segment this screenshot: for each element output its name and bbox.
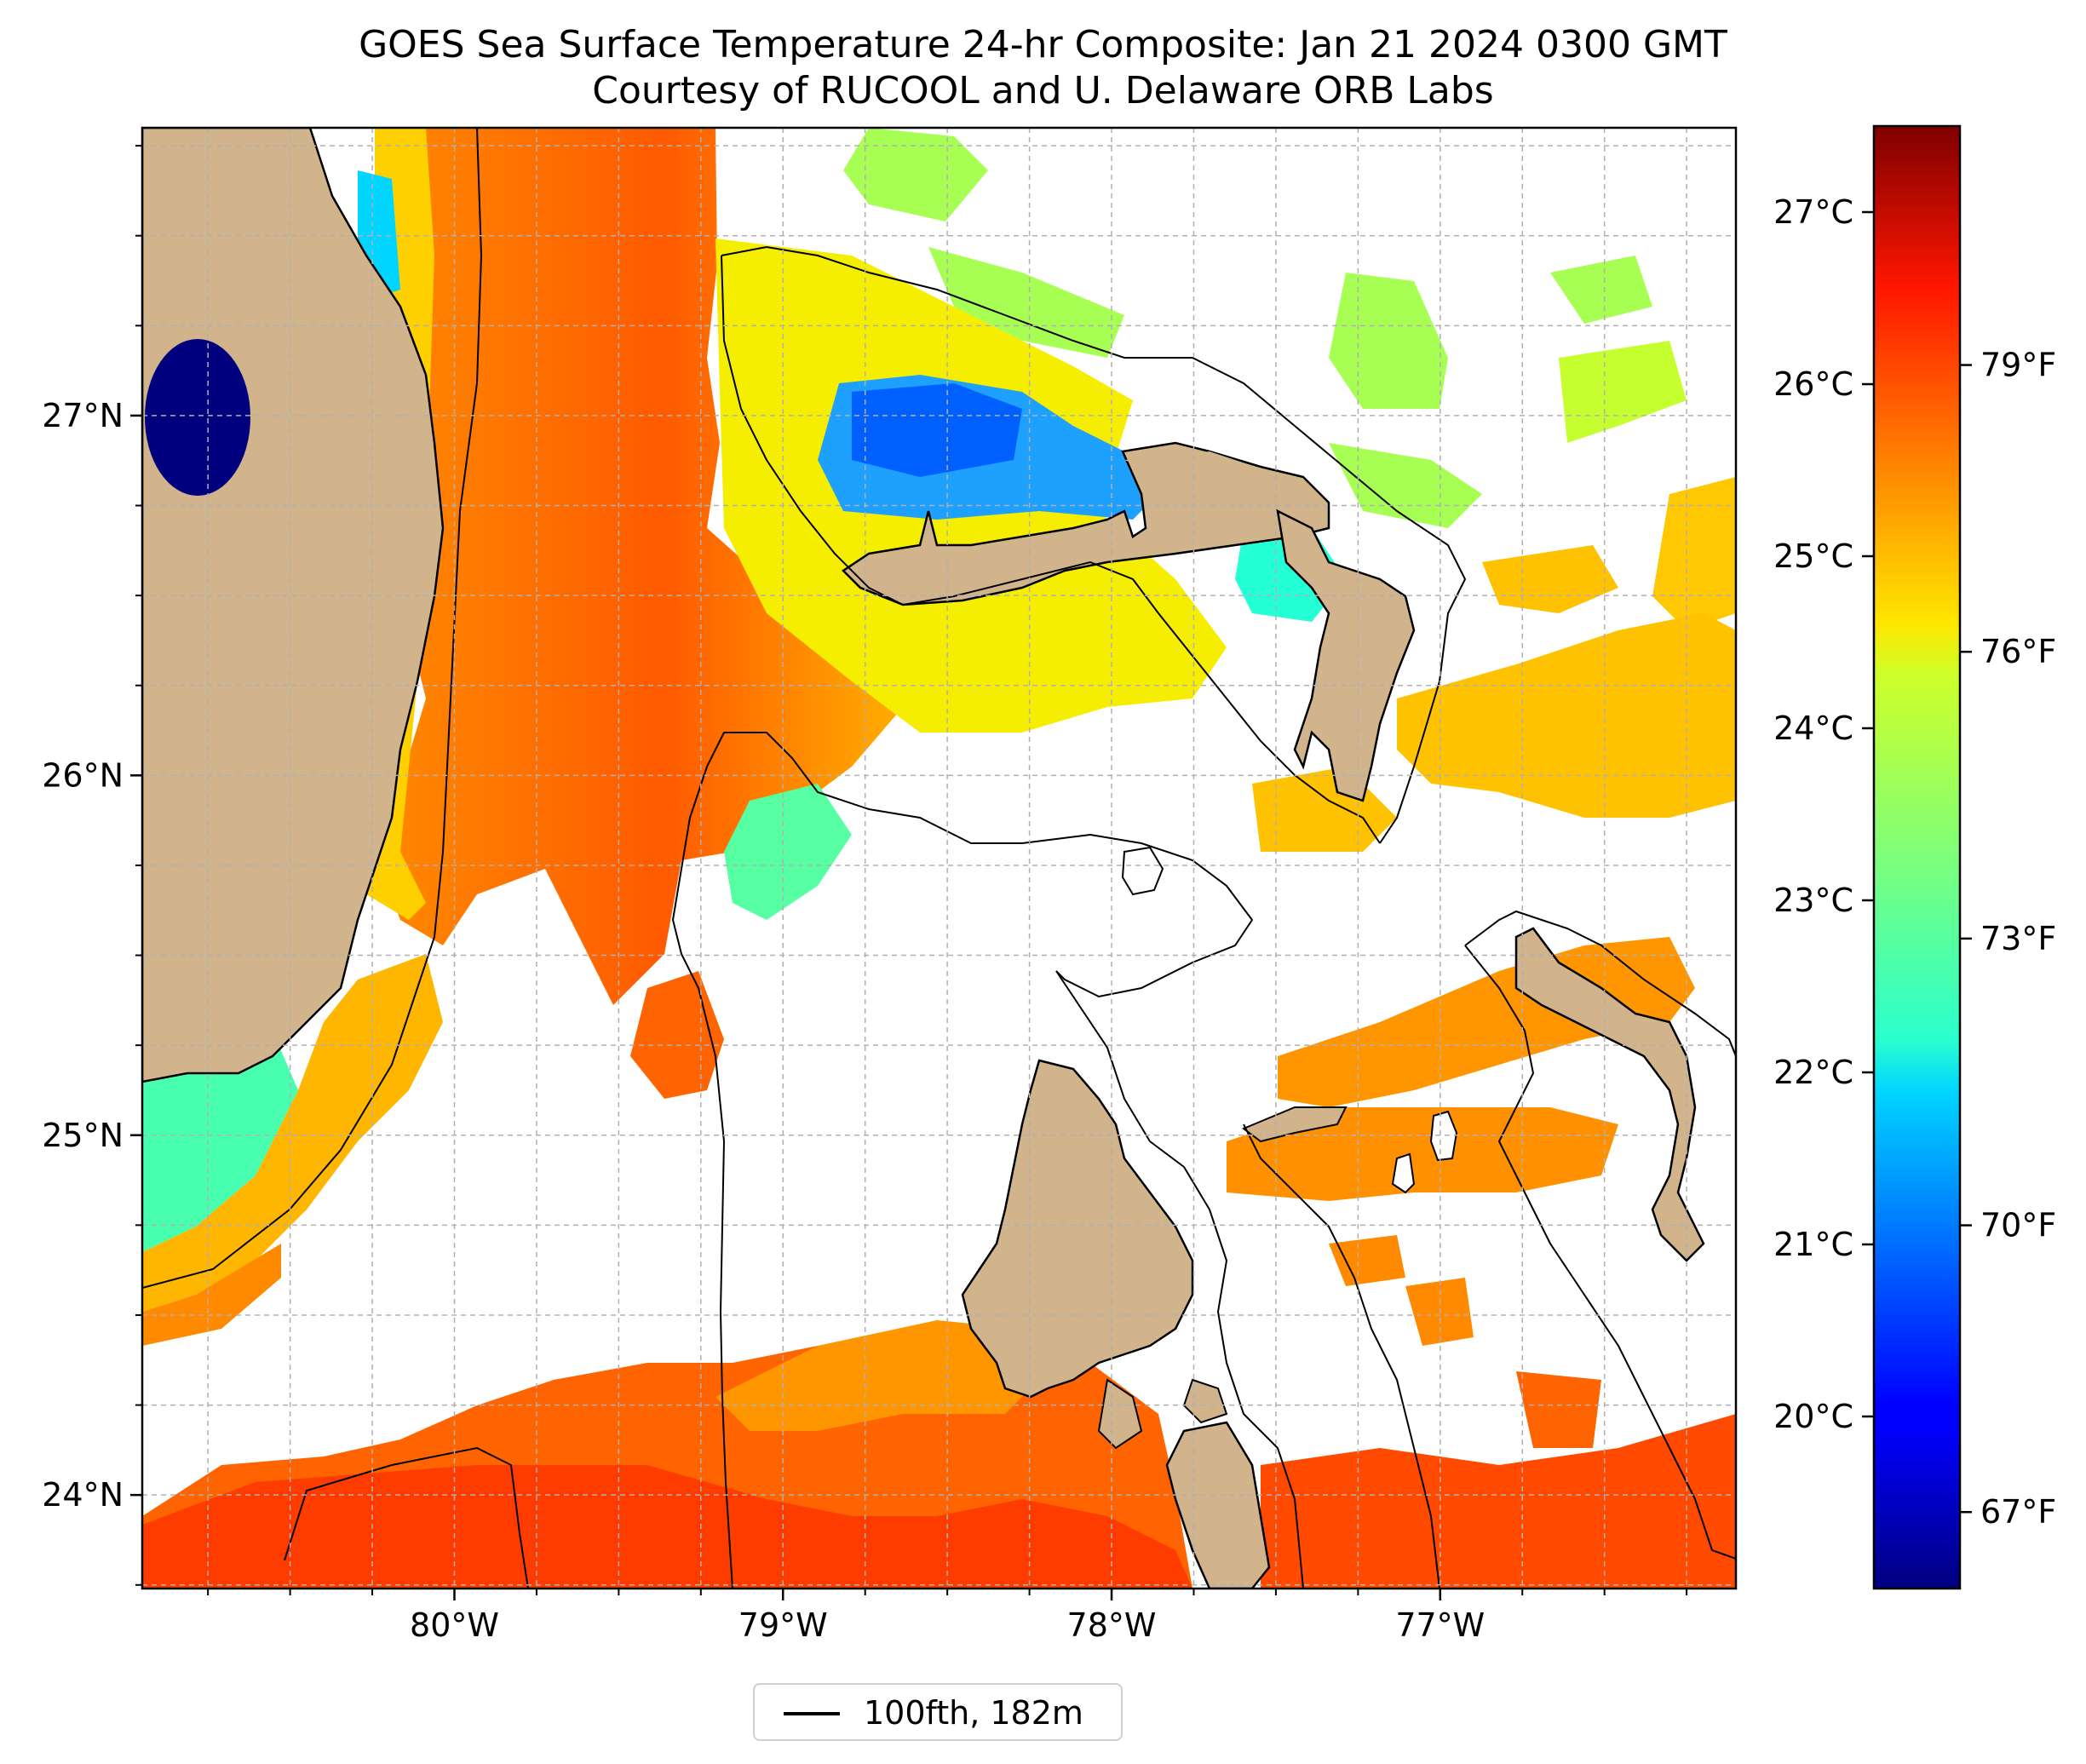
- map-frame: [141, 126, 1738, 1590]
- colorbar-f-label: 73°F: [1980, 920, 2056, 957]
- colorbar-c-label: 26°C: [1773, 365, 1853, 403]
- colorbar-f-label: 67°F: [1980, 1493, 2056, 1531]
- colorbar-c-label: 22°C: [1773, 1054, 1853, 1091]
- colorbar-c-label: 23°C: [1773, 882, 1853, 919]
- map-title: GOES Sea Surface Temperature 24-hr Compo…: [359, 23, 1727, 66]
- colorbar-c-label: 27°C: [1773, 193, 1853, 231]
- andros-land: [961, 1059, 1194, 1399]
- lat-tick-label: 25°N: [42, 1117, 124, 1154]
- gridlines: [142, 128, 1736, 1589]
- colorbar: [1872, 124, 1962, 1590]
- lon-tick-label: 77°W: [1395, 1606, 1485, 1644]
- isobath-100fth: [142, 128, 1736, 1589]
- legend: 100fth, 182m: [753, 1683, 1123, 1741]
- colorbar-c-label: 24°C: [1773, 710, 1853, 747]
- lat-tick-label: 27°N: [42, 397, 124, 434]
- lat-tick-label: 24°N: [42, 1476, 124, 1514]
- abaco-land: [1276, 509, 1416, 802]
- colorbar-f-label: 79°F: [1980, 347, 2056, 384]
- colorbar-c-label: 25°C: [1773, 537, 1853, 575]
- colorbar-c-label: 20°C: [1773, 1398, 1853, 1435]
- lat-tick-label: 26°N: [42, 756, 124, 794]
- lon-tick-label: 79°W: [738, 1606, 828, 1644]
- lon-tick-label: 78°W: [1067, 1606, 1157, 1644]
- map-subtitle: Courtesy of RUCOOL and U. Delaware ORB L…: [592, 69, 1494, 112]
- eleuthera-land: [1514, 927, 1705, 1262]
- axis-ticks: 80°W 79°W 78°W 77°W 24°N 25°N 26°N 27°N: [42, 145, 1688, 1644]
- lon-tick-label: 80°W: [410, 1606, 499, 1644]
- colorbar-ticks: 67°F 70°F 73°F 76°F 79°F 20°C 21°C 22°C 23°C 24°C…: [1773, 193, 2056, 1531]
- colorbar-f-label: 70°F: [1980, 1207, 2056, 1244]
- legend-line-swatch: [784, 1712, 840, 1715]
- colorbar-c-label: 21°C: [1773, 1226, 1853, 1263]
- colorbar-f-label: 76°F: [1980, 633, 2056, 670]
- legend-label: 100fth, 182m: [864, 1694, 1083, 1732]
